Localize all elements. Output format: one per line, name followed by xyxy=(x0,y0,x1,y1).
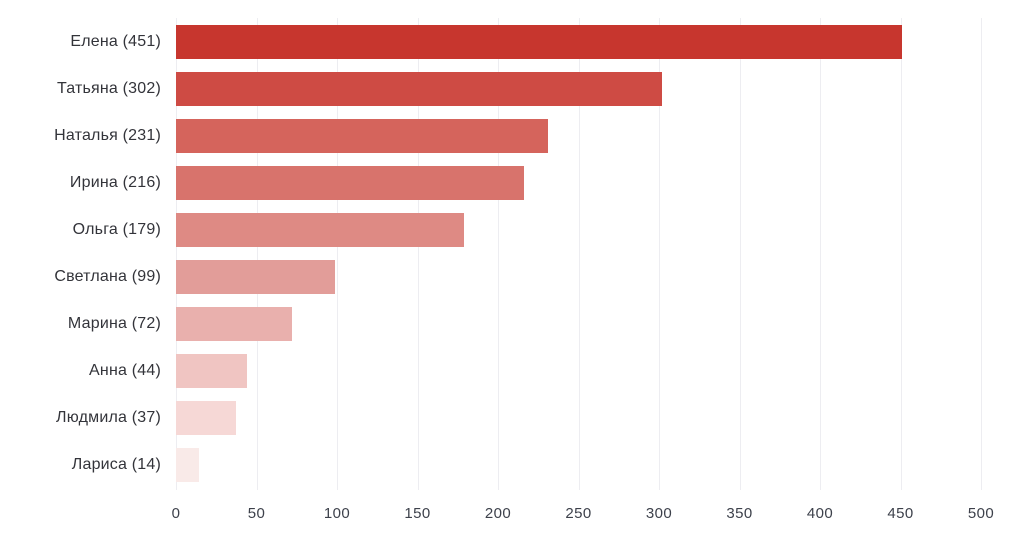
category-label: Марина (72) xyxy=(67,314,161,332)
bar-row: Людмила (37) xyxy=(0,394,981,441)
x-axis: 0 50 100 150 200 250 300 350 400 450 500 xyxy=(172,505,994,529)
category-label: Елена (451) xyxy=(70,32,161,50)
bar[interactable] xyxy=(176,24,903,59)
category-label: Наталья (231) xyxy=(54,126,161,144)
x-tick-label: 450 xyxy=(887,505,914,522)
bar[interactable] xyxy=(176,447,199,482)
x-tick-label: 200 xyxy=(484,505,512,522)
bar-row: Ольга (179) xyxy=(0,206,981,253)
bar-row: Ирина (216) xyxy=(0,159,981,206)
bar-track xyxy=(176,118,981,153)
gridline xyxy=(981,18,982,490)
bar[interactable] xyxy=(176,212,465,247)
bar-row: Анна (44) xyxy=(0,347,981,394)
x-tick-label: 0 xyxy=(171,505,181,522)
bar-row: Лариса (14) xyxy=(0,441,981,488)
bar-row: Светлана (99) xyxy=(0,253,981,300)
bar-track xyxy=(176,212,981,247)
bar-track xyxy=(176,24,981,59)
bar[interactable] xyxy=(176,306,292,341)
bar[interactable] xyxy=(176,400,236,435)
x-tick-label: 500 xyxy=(967,505,995,522)
bar-track xyxy=(176,306,981,341)
x-tick-label: 50 xyxy=(247,505,266,522)
x-tick-label: 300 xyxy=(645,505,673,522)
bar[interactable] xyxy=(176,259,336,294)
bar-row: Наталья (231) xyxy=(0,112,981,159)
bar-track xyxy=(176,259,981,294)
bar-track xyxy=(176,71,981,106)
category-label: Людмила (37) xyxy=(56,408,161,426)
category-label: Ирина (216) xyxy=(69,173,161,191)
bar[interactable] xyxy=(176,353,247,388)
category-label: Анна (44) xyxy=(89,361,161,379)
category-label: Ольга (179) xyxy=(72,220,161,238)
bar-track xyxy=(176,353,981,388)
bar-row: Татьяна (302) xyxy=(0,65,981,112)
x-tick-label: 400 xyxy=(806,505,834,522)
bar[interactable] xyxy=(176,165,524,200)
category-label: Лариса (14) xyxy=(71,455,161,473)
bar-track xyxy=(176,447,981,482)
x-tick-label: 250 xyxy=(565,505,592,522)
bar-rows: Елена (451) Татьяна (302) Наталья (231) Ири… xyxy=(0,18,981,488)
bar[interactable] xyxy=(176,71,663,106)
category-label: Татьяна (302) xyxy=(56,79,161,97)
bar-row: Елена (451) xyxy=(0,18,981,65)
x-tick-label: 100 xyxy=(323,505,351,522)
bar-row: Марина (72) xyxy=(0,300,981,347)
bar-track xyxy=(176,165,981,200)
bar-track xyxy=(176,400,981,435)
x-tick-label: 350 xyxy=(726,505,753,522)
category-label: Светлана (99) xyxy=(54,267,161,285)
bar[interactable] xyxy=(176,118,548,153)
x-tick-label: 150 xyxy=(404,505,431,522)
